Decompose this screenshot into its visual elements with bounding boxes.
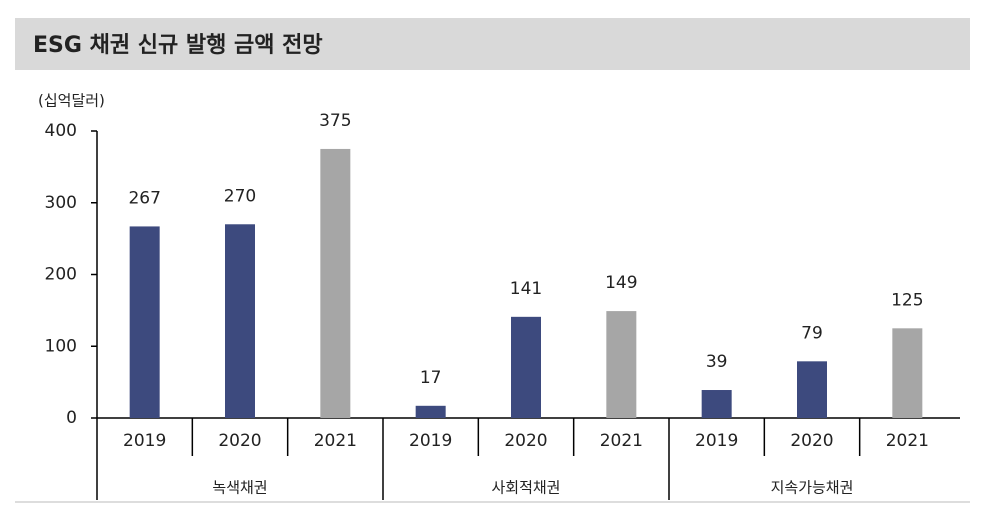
value-label: 270 [224, 186, 256, 206]
x-tick-label: 2021 [314, 431, 357, 451]
value-label: 141 [510, 279, 542, 299]
unit-label: (십억달러) [38, 92, 105, 110]
x-tick-label: 2019 [123, 431, 166, 451]
x-tick-label: 2019 [409, 431, 452, 451]
value-label: 375 [319, 111, 351, 131]
bar [320, 148, 351, 418]
group-label: 지속가능채권 [771, 479, 854, 497]
bar [225, 224, 255, 418]
bar [892, 328, 923, 418]
x-tick-label: 2021 [600, 431, 643, 451]
value-label: 267 [128, 188, 160, 208]
x-tick-label: 2019 [695, 431, 738, 451]
y-tick-label: 400 [45, 121, 77, 141]
x-tick-label: 2020 [504, 431, 547, 451]
y-tick-label: 300 [45, 193, 77, 213]
y-tick-label: 200 [45, 265, 77, 285]
value-label: 17 [420, 368, 442, 388]
y-tick-label: 0 [66, 408, 77, 428]
bar [511, 316, 541, 418]
bar [606, 311, 637, 418]
x-tick-label: 2021 [886, 431, 929, 451]
bar [129, 226, 160, 418]
group-label: 녹색채권 [212, 479, 267, 497]
bar [701, 390, 732, 418]
chart-title: ESG 채권 신규 발행 금액 전망 [33, 33, 323, 58]
bar [415, 405, 446, 418]
y-tick-label: 100 [45, 336, 77, 356]
bar [797, 361, 827, 418]
title-bar [15, 18, 970, 70]
value-label: 149 [605, 273, 637, 293]
group-label: 사회적채권 [491, 479, 560, 497]
value-label: 125 [891, 290, 923, 310]
value-label: 39 [706, 352, 728, 372]
value-label: 79 [801, 323, 823, 343]
x-tick-label: 2020 [218, 431, 261, 451]
x-tick-label: 2020 [790, 431, 833, 451]
